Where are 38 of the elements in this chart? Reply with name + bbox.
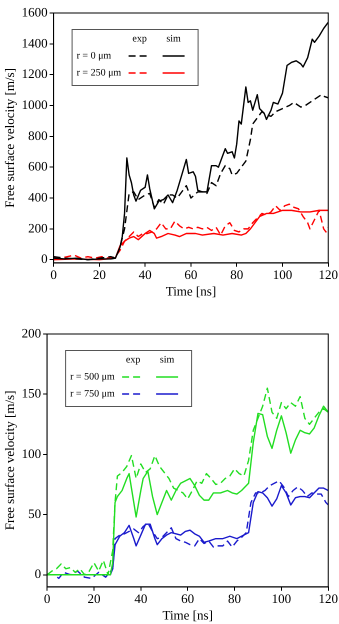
x-tick-label: 100 [272, 591, 292, 606]
y-tick-label: 0 [34, 566, 42, 582]
x-tick-label: 40 [134, 591, 148, 606]
x-tick-label: 100 [272, 267, 292, 282]
y-tick-label: 1400 [22, 35, 48, 50]
annotation: sim [166, 34, 182, 45]
legend-label: r = 750 μm [70, 388, 115, 400]
x-tick-label: 20 [92, 267, 106, 282]
y-tick-label: 150 [22, 386, 42, 401]
x-axis-title: Time [ns] [166, 284, 216, 299]
x-tick-label: 40 [138, 267, 152, 282]
y-tick-label: 200 [28, 220, 48, 236]
legend-label: r = 500 μm [70, 372, 115, 383]
y-tick-label: 1200 [22, 66, 48, 82]
y-tick-label: 200 [22, 325, 42, 340]
y-tick-label: 800 [28, 128, 48, 143]
legend-label: r = 250 μm [76, 68, 122, 79]
y-axis-title: Free surface velocity [m/s] [2, 68, 18, 208]
y-tick-label: 600 [28, 158, 48, 174]
annotation: sim [160, 354, 175, 366]
y-tick-label: 400 [28, 189, 48, 204]
annotation: exp [126, 354, 140, 366]
y-tick-label: 50 [28, 506, 42, 521]
x-tick-label: 120 [318, 591, 338, 606]
x-tick-label: 80 [228, 591, 242, 606]
y-tick-label: 100 [22, 446, 42, 461]
x-tick-label: 80 [230, 267, 244, 282]
y-axis-title: Free surface velocity [m/s] [2, 390, 18, 530]
x-axis-title: Time [ns] [162, 608, 213, 623]
annotation: exp [132, 34, 147, 45]
x-tick-label: 20 [87, 591, 100, 606]
x-tick-label: 60 [184, 267, 198, 282]
legend-label: r = 0 μm [76, 50, 112, 62]
y-tick-label: 1600 [22, 4, 48, 20]
x-tick-label: 120 [318, 267, 338, 282]
x-tick-label: 60 [181, 591, 194, 606]
y-tick-label: 1000 [22, 96, 48, 112]
y-tick-label: 0 [41, 251, 48, 266]
